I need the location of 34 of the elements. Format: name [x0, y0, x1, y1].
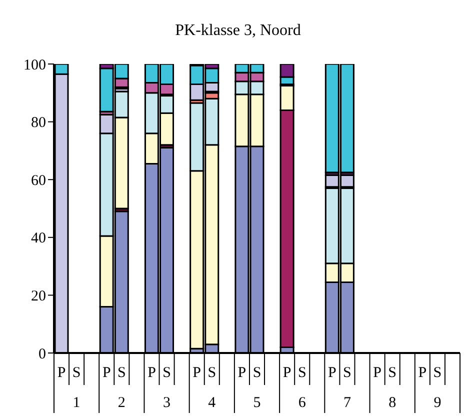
- text: 2: [118, 395, 126, 411]
- x-tick-label: P: [238, 365, 246, 381]
- x-tick-label: P: [282, 365, 292, 381]
- text: 5: [253, 395, 261, 411]
- x-tick-label: P: [192, 365, 202, 381]
- y-tick-label: 80: [31, 115, 46, 132]
- text: 1: [72, 395, 80, 411]
- text: 4: [208, 395, 216, 411]
- x-tick-label: P: [148, 365, 156, 381]
- x-tick-label: S: [117, 365, 126, 381]
- y-tick-label: 40: [31, 230, 46, 247]
- x-tick-label: P: [328, 365, 336, 381]
- text: 9: [434, 395, 442, 411]
- chart-title: PK-klasse 3, Noord: [174, 22, 302, 40]
- x-tick-label: S: [388, 365, 397, 381]
- y-tick-label: 60: [31, 172, 46, 189]
- x-tick-label: P: [373, 365, 382, 381]
- text: 8: [388, 395, 396, 411]
- x-tick-label: S: [162, 365, 171, 381]
- text: 7: [343, 395, 352, 411]
- y-tick-label: 0: [38, 346, 46, 362]
- x-tick-label: S: [433, 365, 442, 381]
- x-tick-label: S: [208, 365, 216, 381]
- x-tick-label: P: [102, 365, 111, 381]
- x-tick-label: P: [418, 365, 427, 381]
- y-tick-label: 20: [31, 288, 46, 305]
- x-tick-label: S: [72, 365, 81, 381]
- text: 6: [298, 395, 306, 411]
- x-tick-label: S: [298, 365, 306, 381]
- x-tick-label: S: [252, 365, 262, 381]
- text: 3: [163, 395, 171, 411]
- y-tick-label: 100: [24, 57, 46, 74]
- x-tick-label: S: [343, 365, 352, 381]
- x-tick-label: P: [57, 365, 66, 381]
